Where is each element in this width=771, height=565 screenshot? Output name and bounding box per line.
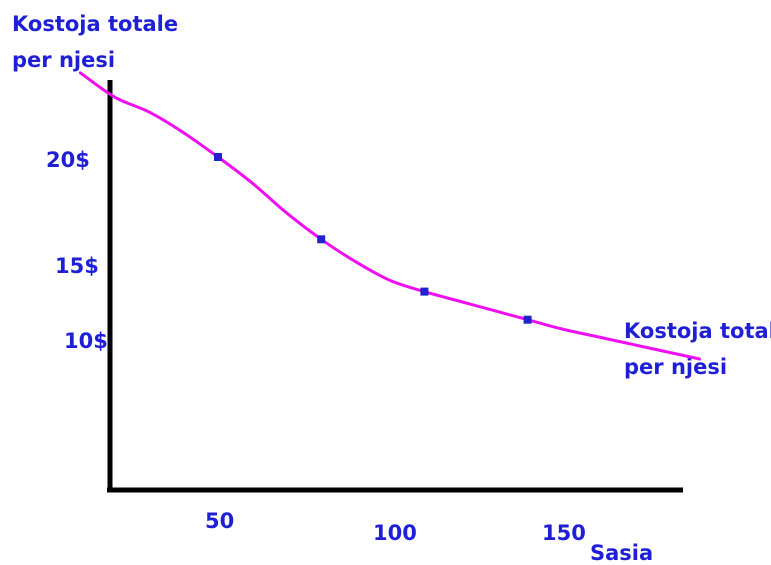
x-tick-label-100: 100 [373, 521, 417, 545]
y-tick-label-15: 15$ [55, 254, 99, 278]
curve-markers [214, 153, 532, 324]
curve-marker-80 [317, 235, 326, 244]
y-tick-label-20: 20$ [46, 148, 90, 172]
curve-label-line-2: per njesi [624, 355, 727, 379]
x-tick-label-150: 150 [542, 521, 586, 545]
curve-label-line-1: Kostoja totale [624, 319, 771, 343]
y-axis-title-line-1: Kostoja totale [12, 12, 178, 36]
x-axis-title: Sasia [590, 541, 653, 565]
y-axis-title-line-2: per njesi [12, 48, 115, 72]
x-tick-label-50: 50 [205, 509, 234, 533]
curve-marker-110 [420, 287, 429, 296]
curve-marker-140 [523, 315, 532, 324]
curve-marker-50 [214, 153, 222, 161]
y-tick-label-10: 10$ [64, 329, 108, 353]
cost-curve-line [78, 71, 702, 361]
